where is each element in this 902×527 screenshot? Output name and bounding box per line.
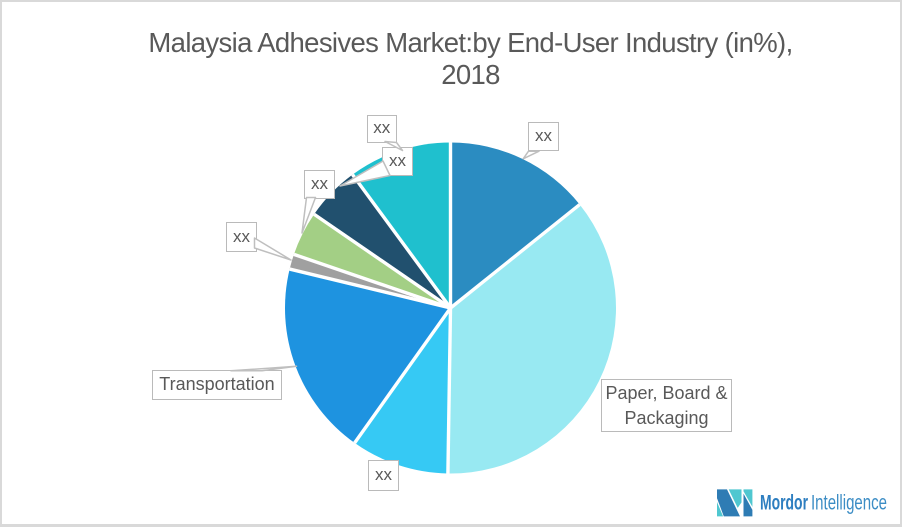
svg-text:Mordor: Mordor xyxy=(760,492,808,515)
svg-text:Intelligence: Intelligence xyxy=(811,492,887,515)
